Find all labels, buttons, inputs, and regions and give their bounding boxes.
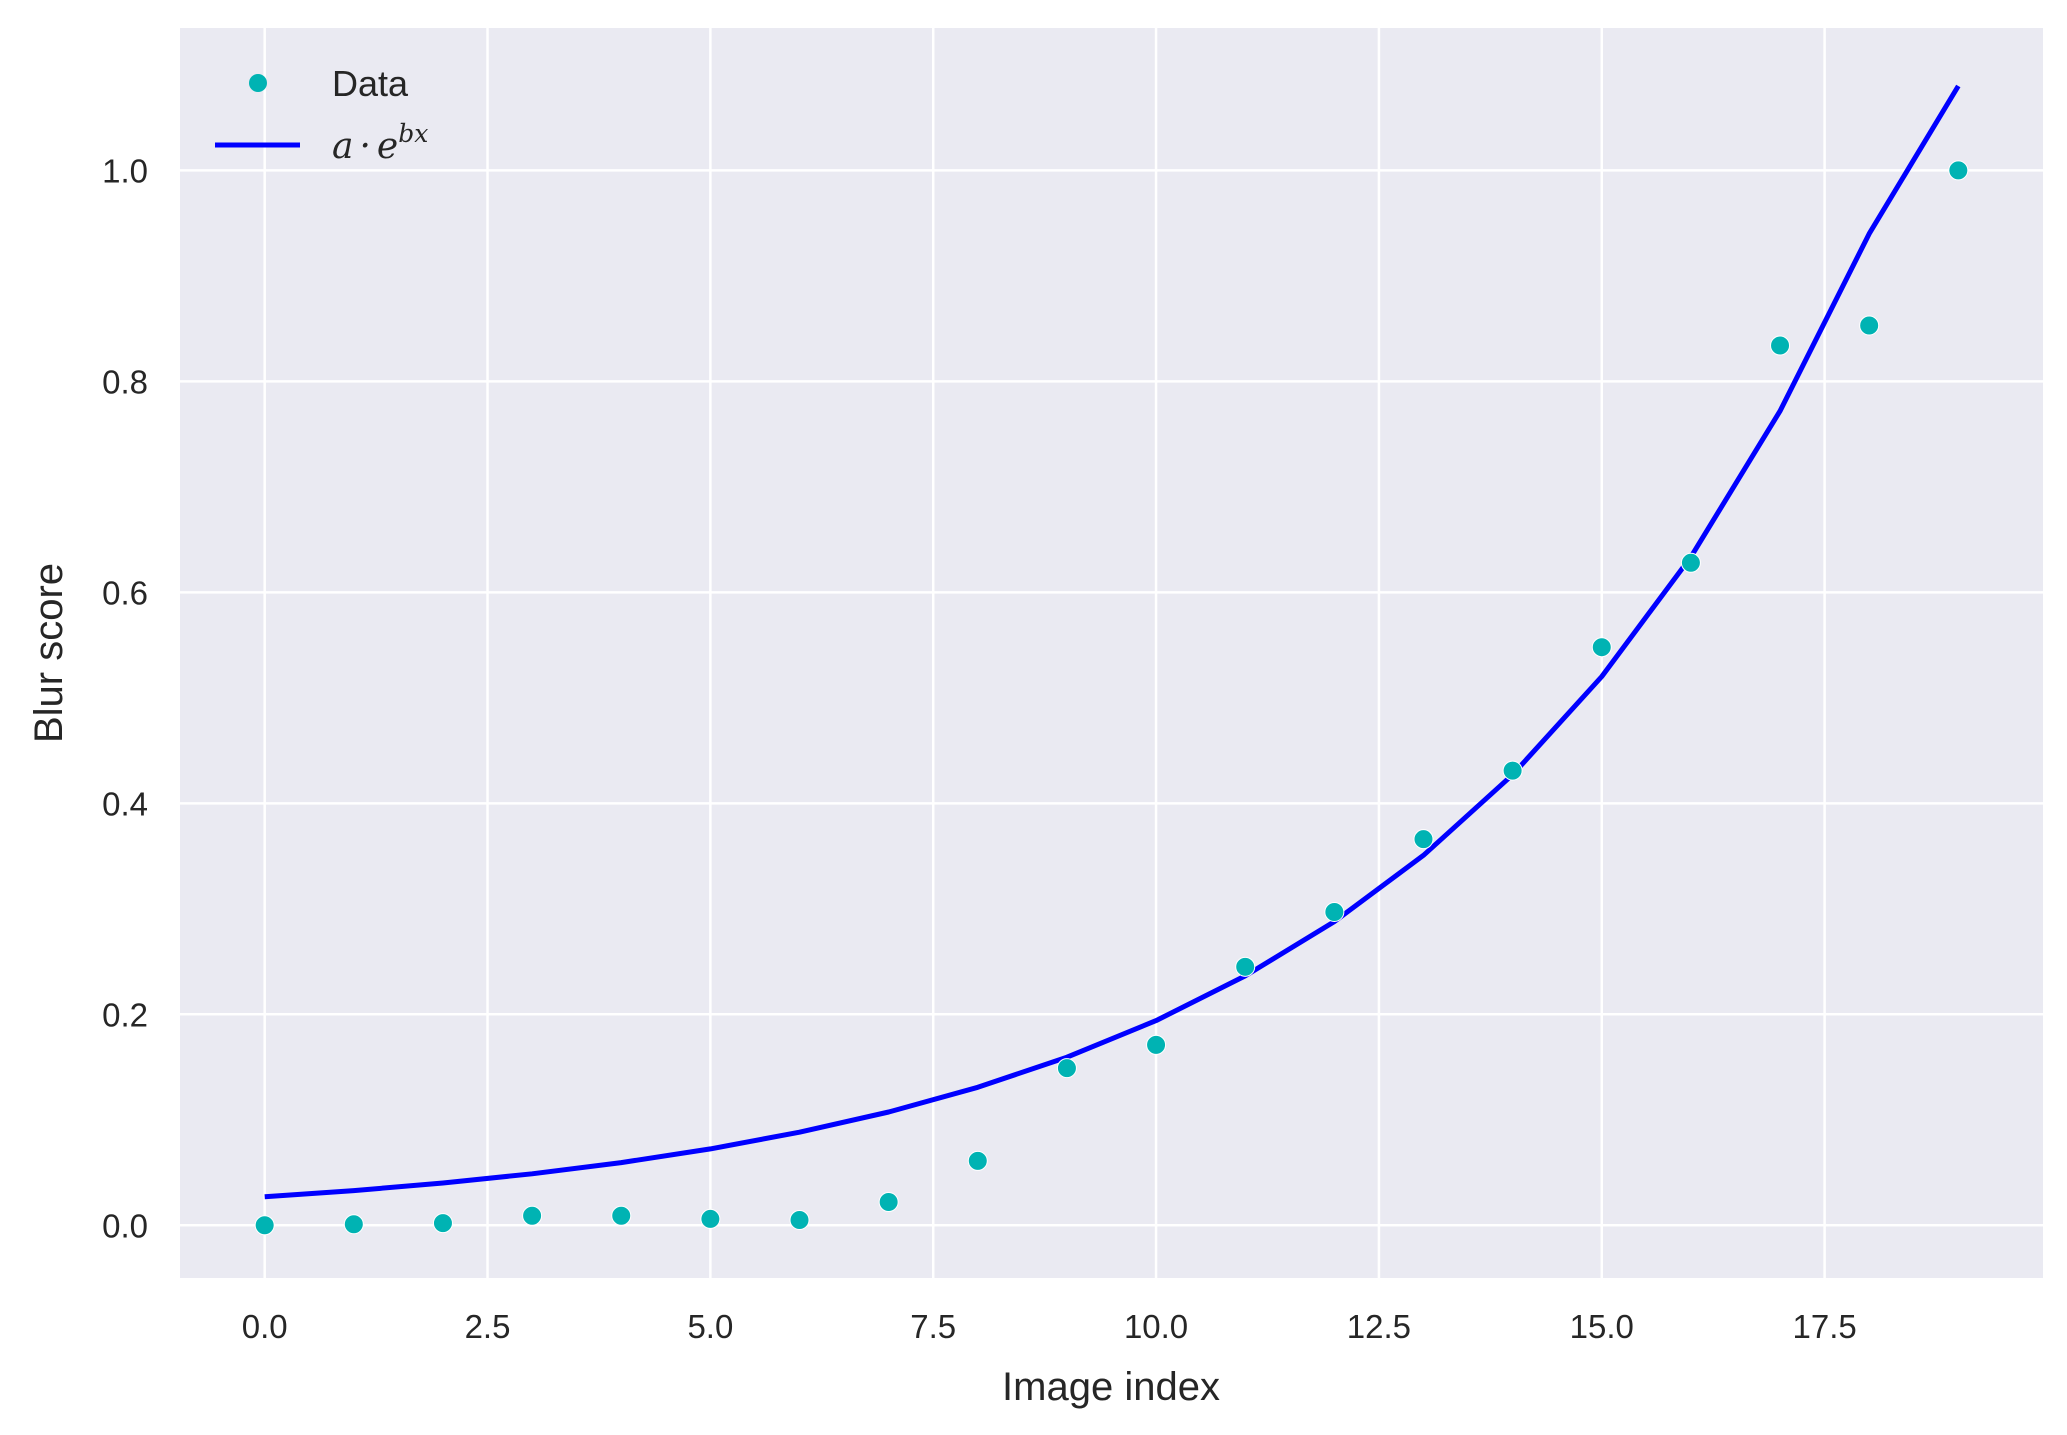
data-point [1324, 901, 1345, 922]
data-point [1680, 552, 1701, 573]
data-points-layer [254, 160, 1969, 1236]
x-tick-label: 5.0 [687, 1308, 733, 1345]
y-tick-label: 0.2 [102, 996, 148, 1033]
y-tick-label: 0.8 [102, 363, 148, 400]
x-tick-label: 15.0 [1570, 1308, 1634, 1345]
data-point [1859, 315, 1880, 336]
data-point [611, 1205, 632, 1226]
data-point [1146, 1034, 1167, 1055]
legend-data-marker [249, 74, 267, 92]
x-axis-label: Image index [1002, 1365, 1220, 1409]
y-tick-label: 0.0 [102, 1207, 148, 1244]
grid [180, 28, 2043, 1278]
data-point [1413, 829, 1434, 850]
data-point [1235, 956, 1256, 977]
y-tick-label: 0.4 [102, 785, 148, 822]
data-point [789, 1209, 810, 1230]
data-point [343, 1214, 364, 1235]
x-tick-label: 10.0 [1124, 1308, 1188, 1345]
legend: Data a · ebx [215, 63, 428, 167]
fit-curve [264, 84, 1961, 1200]
data-point [1770, 335, 1791, 356]
data-point [1591, 637, 1612, 658]
data-point [1948, 160, 1969, 181]
fit-curve-layer [264, 84, 1961, 1200]
x-tick-label: 0.0 [242, 1308, 288, 1345]
x-tick-label: 2.5 [465, 1308, 511, 1345]
plot-background [180, 28, 2043, 1278]
data-point [878, 1192, 899, 1213]
data-point [254, 1215, 275, 1236]
y-axis-label: Blur score [27, 563, 71, 743]
data-point [1502, 760, 1523, 781]
y-tick-label: 1.0 [102, 152, 148, 189]
data-point [700, 1208, 721, 1229]
data-point [432, 1213, 453, 1234]
x-tick-label: 7.5 [910, 1308, 956, 1345]
data-point [522, 1205, 543, 1226]
x-tick-label: 12.5 [1347, 1308, 1411, 1345]
y-tick-labels: 0.0 0.2 0.4 0.6 0.8 1.0 [102, 152, 148, 1244]
legend-fit-label: a · ebx [332, 119, 428, 167]
x-tick-label: 17.5 [1792, 1308, 1856, 1345]
data-point [1056, 1058, 1077, 1079]
y-tick-label: 0.6 [102, 574, 148, 611]
legend-data-label: Data [332, 63, 409, 104]
x-tick-labels: 0.0 2.5 5.0 7.5 10.0 12.5 15.0 17.5 [242, 1308, 1857, 1345]
data-point [967, 1150, 988, 1171]
